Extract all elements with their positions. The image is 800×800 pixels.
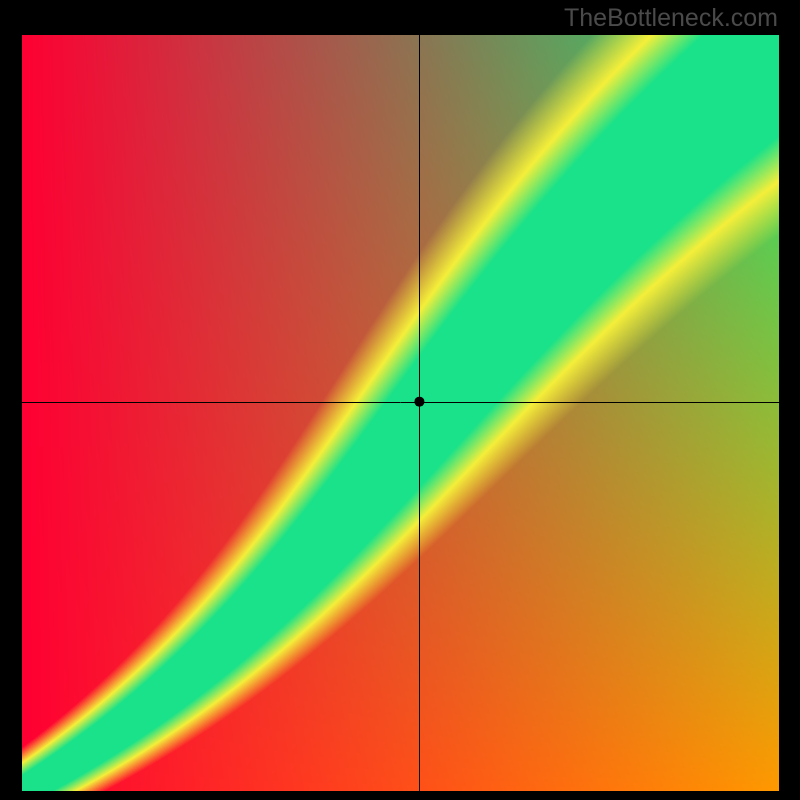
bottleneck-heatmap [0, 0, 800, 800]
watermark-text: TheBottleneck.com [564, 4, 778, 33]
chart-frame: TheBottleneck.com [0, 0, 800, 800]
